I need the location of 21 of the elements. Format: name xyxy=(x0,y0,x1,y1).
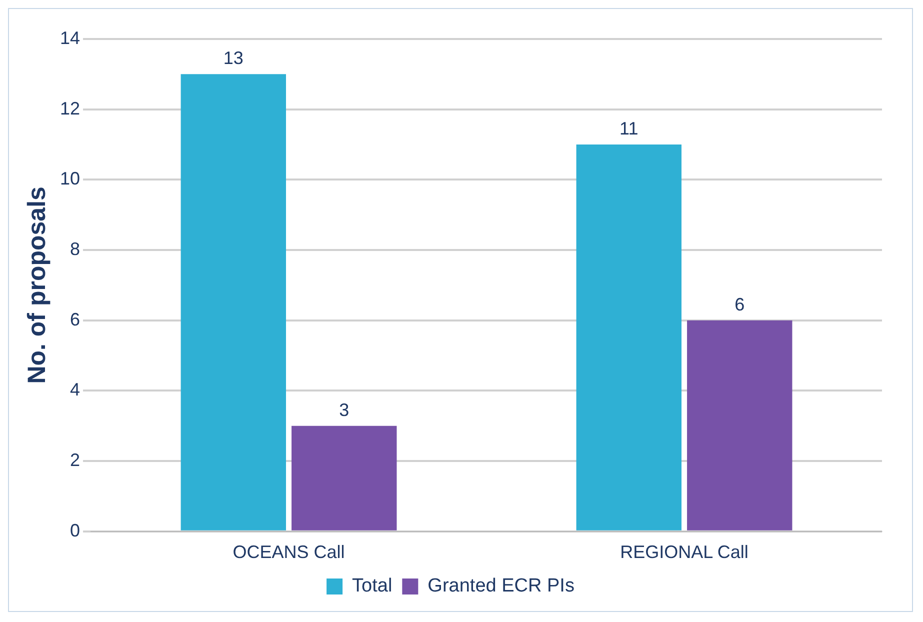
data-label: 3 xyxy=(339,400,350,420)
data-label: 13 xyxy=(223,48,244,68)
bar xyxy=(576,144,682,530)
data-label: 6 xyxy=(734,294,745,314)
bar xyxy=(687,320,792,530)
legend-label: Granted ECR PIs xyxy=(428,576,574,597)
bar xyxy=(292,426,397,530)
y-tick-label: 8 xyxy=(70,238,80,259)
y-tick-label: 4 xyxy=(70,380,80,400)
y-tick-label: 12 xyxy=(60,98,80,118)
x-tick-label: OCEANS Call xyxy=(232,542,345,562)
y-tick-label: 10 xyxy=(60,168,80,189)
data-label: 11 xyxy=(620,118,638,138)
y-tick-label: 2 xyxy=(70,450,80,470)
y-axis-title: No. of proposals xyxy=(22,186,51,384)
bar xyxy=(180,74,286,530)
y-tick-label: 0 xyxy=(70,520,80,540)
legend-label: Total xyxy=(352,576,392,597)
y-tick-label: 6 xyxy=(70,309,80,330)
x-tick-label: REGIONAL Call xyxy=(620,542,748,562)
y-tick-label: 14 xyxy=(60,28,80,48)
